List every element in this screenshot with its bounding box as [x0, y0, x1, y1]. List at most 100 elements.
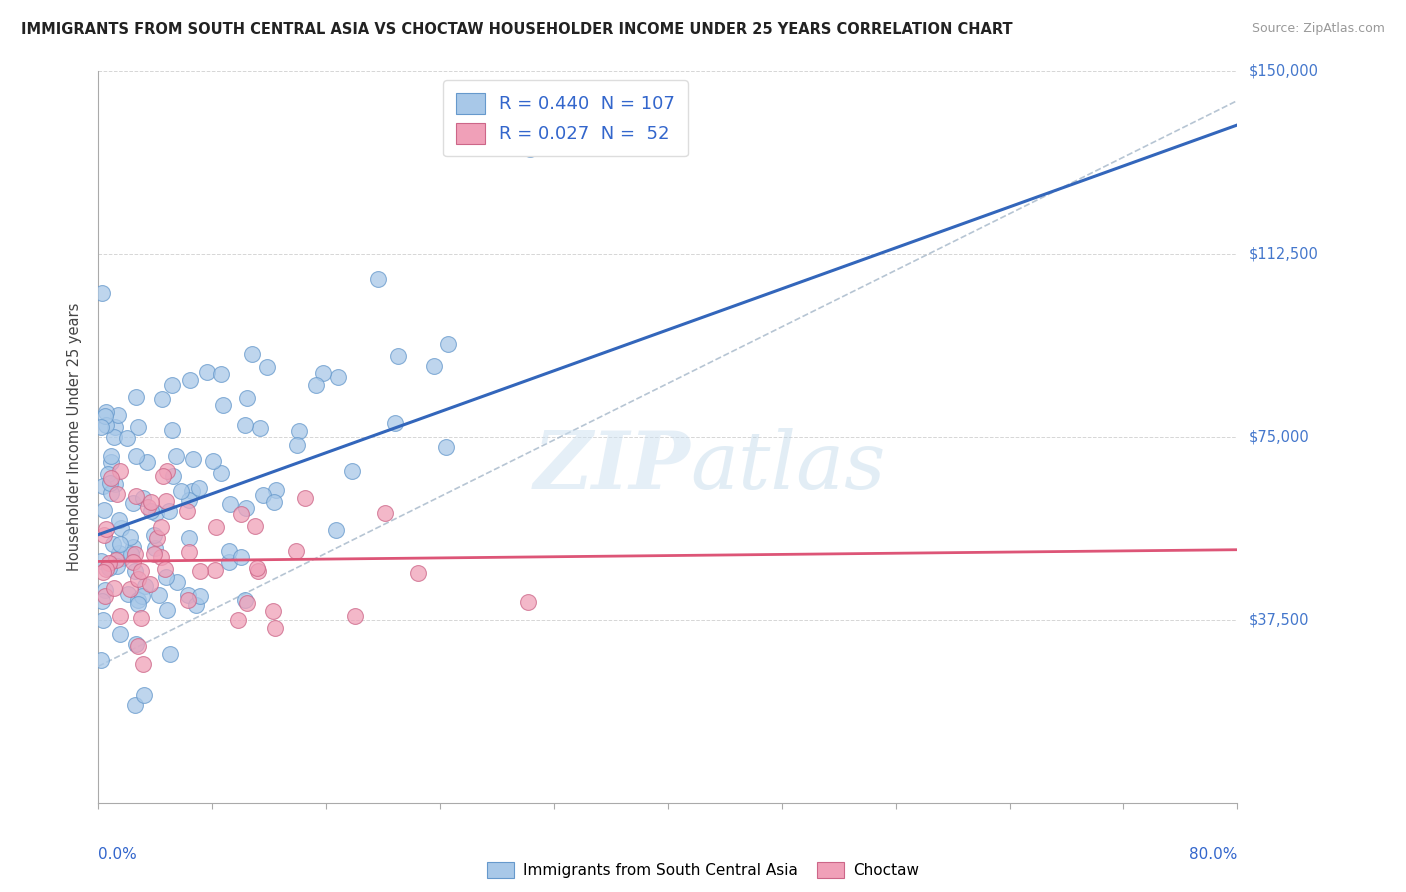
Point	[134, 579, 156, 593]
Point	[111, 550, 134, 565]
Point	[132, 657, 155, 672]
Point	[110, 537, 132, 551]
Point	[97, 560, 120, 574]
Point	[142, 548, 165, 562]
Point	[263, 495, 285, 509]
Point	[103, 581, 125, 595]
Point	[100, 455, 122, 469]
Point	[218, 544, 240, 558]
Point	[90, 286, 112, 301]
Point	[90, 594, 112, 608]
Point	[246, 561, 269, 575]
Point	[143, 541, 166, 555]
Point	[98, 476, 121, 491]
Point	[235, 417, 257, 432]
Point	[266, 483, 288, 497]
Point	[118, 582, 141, 596]
Legend: Immigrants from South Central Asia, Choctaw: Immigrants from South Central Asia, Choc…	[481, 856, 925, 884]
Point	[231, 507, 253, 521]
Point	[312, 367, 335, 381]
Point	[436, 440, 458, 454]
Point	[517, 595, 540, 609]
Point	[235, 500, 257, 515]
Point	[107, 513, 129, 527]
Point	[110, 464, 132, 478]
Point	[103, 430, 125, 444]
Point	[145, 531, 167, 545]
Point	[127, 420, 149, 434]
Point	[236, 596, 259, 610]
Point	[180, 483, 202, 498]
Point	[108, 626, 131, 640]
Point	[153, 562, 176, 576]
Point	[122, 555, 145, 569]
Point	[205, 520, 228, 534]
Point	[160, 423, 183, 437]
Point	[124, 449, 146, 463]
Point	[305, 378, 328, 392]
Point	[127, 593, 149, 607]
Point	[107, 546, 129, 560]
Text: 0.0%: 0.0%	[98, 847, 138, 862]
Point	[209, 466, 232, 480]
Point	[294, 491, 316, 506]
Point	[100, 470, 122, 484]
Point	[104, 419, 127, 434]
Point	[139, 504, 162, 518]
Point	[121, 496, 143, 510]
Point	[209, 368, 232, 382]
Point	[105, 487, 128, 501]
Legend: R = 0.440  N = 107, R = 0.027  N =  52: R = 0.440 N = 107, R = 0.027 N = 52	[443, 80, 688, 156]
Point	[325, 523, 347, 537]
Point	[177, 593, 200, 607]
Point	[125, 489, 148, 503]
Text: IMMIGRANTS FROM SOUTH CENTRAL ASIA VS CHOCTAW HOUSEHOLDER INCOME UNDER 25 YEARS : IMMIGRANTS FROM SOUTH CENTRAL ASIA VS CH…	[21, 22, 1012, 37]
Point	[156, 464, 179, 478]
Point	[125, 637, 148, 651]
Point	[127, 597, 149, 611]
Point	[115, 431, 138, 445]
Point	[93, 528, 115, 542]
Point	[160, 377, 183, 392]
Point	[195, 365, 218, 379]
Point	[179, 492, 201, 507]
Point	[233, 592, 256, 607]
Point	[100, 485, 122, 500]
Point	[131, 491, 153, 505]
Point	[159, 648, 181, 662]
Point	[124, 565, 146, 579]
Point	[436, 337, 458, 351]
Point	[152, 469, 174, 483]
Point	[91, 565, 114, 579]
Point	[188, 564, 211, 578]
Point	[94, 589, 117, 603]
Point	[169, 483, 191, 498]
Point	[342, 464, 364, 478]
Point	[212, 398, 235, 412]
Point	[94, 417, 117, 432]
Point	[91, 613, 114, 627]
Point	[367, 272, 389, 286]
Point	[155, 570, 177, 584]
Point	[90, 420, 112, 434]
Point	[94, 405, 117, 419]
Point	[288, 425, 311, 439]
Point	[179, 373, 201, 387]
Point	[150, 392, 173, 407]
Point	[184, 598, 207, 612]
Point	[103, 536, 125, 550]
Point	[218, 555, 240, 569]
Point	[262, 604, 284, 618]
Point	[165, 450, 187, 464]
Point	[105, 558, 128, 573]
Point	[110, 521, 132, 535]
Text: $112,500: $112,500	[1249, 247, 1319, 261]
Point	[97, 556, 120, 570]
Point	[176, 504, 198, 518]
Point	[104, 477, 127, 491]
Point	[155, 603, 177, 617]
Point	[139, 494, 162, 508]
Text: 80.0%: 80.0%	[1189, 847, 1237, 862]
Point	[408, 566, 430, 580]
Point	[129, 611, 152, 625]
